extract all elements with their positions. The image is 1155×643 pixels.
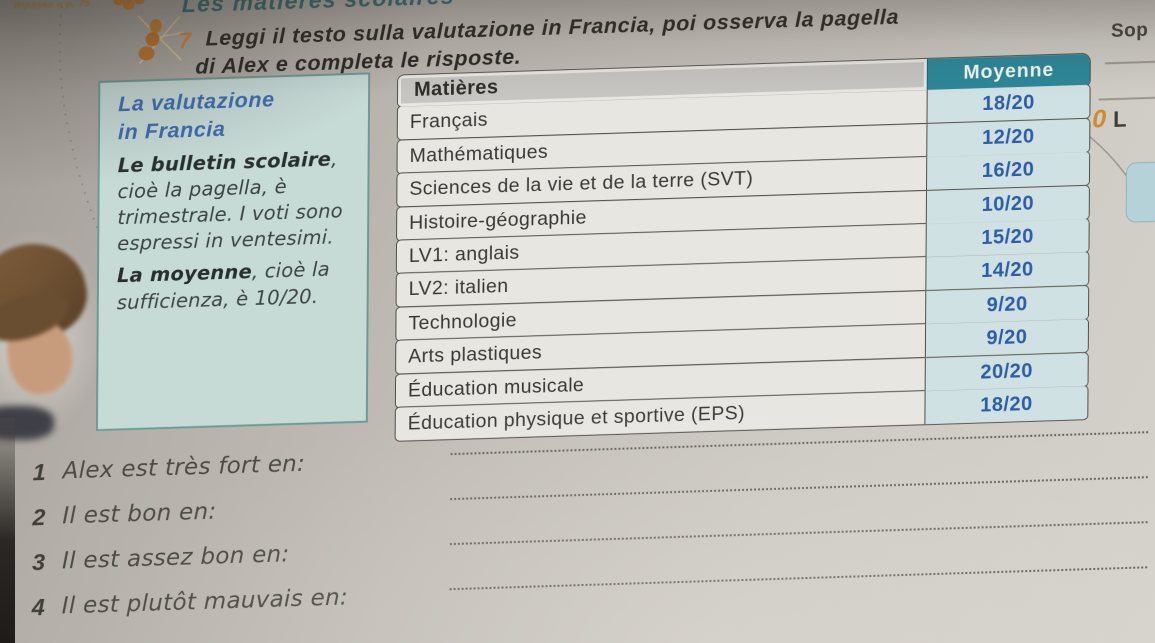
info-box-valutazione: La valutazione in Francia Le bulletin sc…	[95, 72, 371, 432]
adjacent-box-corner	[1125, 160, 1155, 223]
info-box-bold-term: Le bulletin scolaire	[117, 147, 332, 178]
answer-dotted-line	[449, 564, 1148, 590]
question-number: 4	[31, 593, 45, 620]
info-box-paragraph-1: Le bulletin scolaire, cioè la pagella, è…	[117, 146, 356, 258]
grade-cell: 20/20	[924, 352, 1088, 391]
question-number: 1	[32, 458, 46, 485]
grades-column-header: Moyenne	[926, 53, 1090, 90]
grade-cell: 15/20	[925, 218, 1089, 258]
grade-cell: 14/20	[925, 252, 1089, 291]
question-text: Il est plutôt mauvais en:	[61, 584, 349, 620]
grade-cell: 12/20	[926, 118, 1090, 157]
grade-cell: 10/20	[925, 185, 1089, 224]
grade-cell: 16/20	[926, 152, 1090, 191]
info-box-paragraph-2: La moyenne, cioè la sufficienza, è 10/20…	[117, 256, 355, 316]
review-note: Ripassa a p. 75	[13, 0, 91, 12]
next-exercise-letter: L	[1113, 106, 1127, 133]
report-card-table: Matières Moyenne Français 18/20 Mathémat…	[394, 52, 1091, 442]
student-photo	[0, 230, 107, 443]
grade-cell: 9/20	[924, 319, 1088, 358]
flower-icon	[112, 0, 149, 13]
page-left-shadow-edge	[0, 418, 15, 643]
answer-dotted-line	[449, 519, 1148, 545]
info-box-bold-term: La moyenne	[116, 260, 253, 288]
grade-cell: 18/20	[926, 85, 1090, 124]
grade-cell: 9/20	[925, 285, 1089, 324]
question-text: Il est assez bon en:	[61, 541, 290, 575]
question-number: 2	[32, 503, 46, 530]
question-number: 3	[31, 548, 46, 575]
answer-dotted-line	[450, 474, 1148, 500]
section-title: Les matières scolaires	[181, 0, 455, 18]
info-box-title: La valutazione in Francia	[118, 84, 356, 147]
cutoff-margin-text: Sop	[1110, 19, 1149, 43]
question-text: Il est bon en:	[62, 498, 217, 530]
ant-icon	[137, 15, 184, 65]
margin-rule-line	[1104, 60, 1155, 65]
question-text: Alex est très fort en:	[62, 450, 306, 485]
margin-rule-line	[1098, 96, 1155, 101]
grade-cell: 18/20	[924, 386, 1088, 425]
exercise-number: 7	[178, 28, 191, 54]
